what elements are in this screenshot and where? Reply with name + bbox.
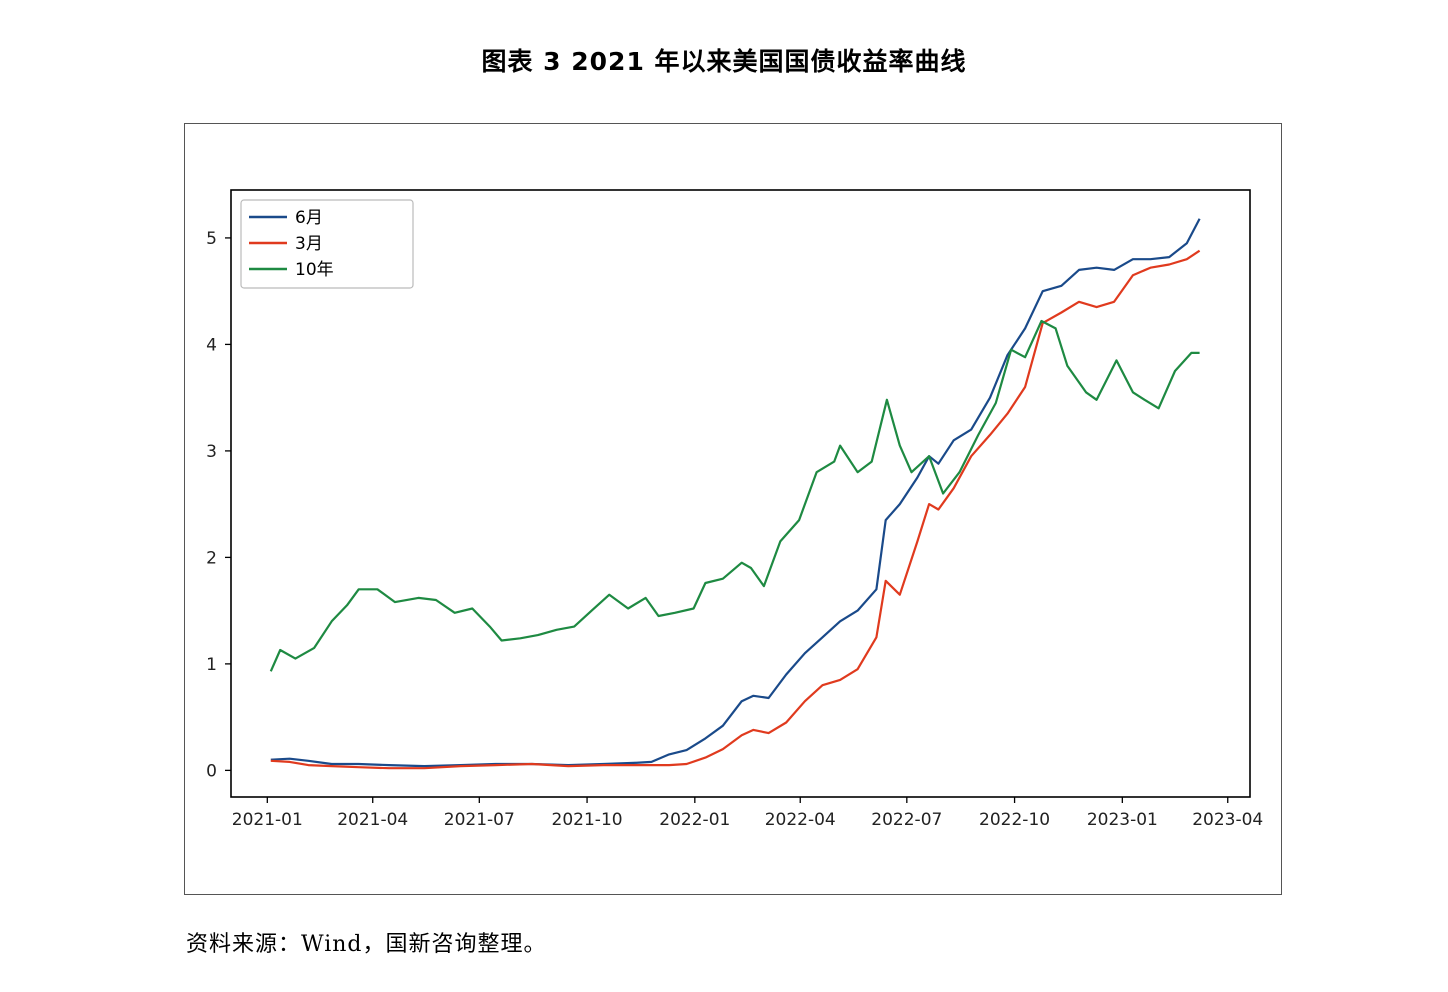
- x-tick-label: 2021-01: [232, 810, 303, 830]
- x-tick-label: 2021-10: [552, 810, 623, 830]
- y-tick-label: 5: [206, 229, 217, 249]
- series-layer: [269, 218, 1201, 770]
- x-tick-label: 2021-04: [337, 810, 408, 830]
- legend-label-3m: 3月: [295, 234, 323, 254]
- source-note: 资料来源：Wind，国新咨询整理。: [186, 932, 547, 957]
- legend: 6月 3月 10年: [240, 199, 414, 289]
- legend-label-10y: 10年: [295, 260, 334, 280]
- y-tick-label: 3: [206, 442, 217, 462]
- y-tick-label: 0: [206, 761, 217, 781]
- x-tick-label: 2023-04: [1192, 810, 1263, 830]
- x-tick-label: 2022-01: [659, 810, 730, 830]
- series-line-10y: [269, 319, 1200, 672]
- figure-title: 图表 3 2021 年以来美国国债收益率曲线: [481, 47, 967, 76]
- series-line-3m: [270, 249, 1201, 770]
- y-tick-label: 2: [206, 548, 217, 568]
- x-tick-label: 2023-01: [1087, 810, 1158, 830]
- x-tick-label: 2021-07: [444, 810, 515, 830]
- plot-area: [230, 189, 1251, 798]
- y-tick-label: 4: [206, 335, 217, 355]
- chart-frame: 2021-01 2021-04 2021-07 2021-10 2022-01 2022-…: [184, 123, 1282, 895]
- yield-line-chart: 2021-01 2021-04 2021-07 2021-10 2022-01 2022-…: [206, 189, 1263, 830]
- x-tick-label: 2022-10: [979, 810, 1050, 830]
- y-axis: 0 1 2 3 4 5: [206, 229, 231, 781]
- legend-box: [240, 199, 414, 289]
- x-tick-label: 2022-04: [765, 810, 836, 830]
- x-axis: 2021-01 2021-04 2021-07 2021-10 2022-01 2022-…: [232, 797, 1263, 830]
- series-line-6m: [270, 218, 1201, 768]
- x-tick-label: 2022-07: [871, 810, 942, 830]
- legend-label-6m: 6月: [295, 208, 323, 228]
- y-tick-label: 1: [206, 655, 217, 675]
